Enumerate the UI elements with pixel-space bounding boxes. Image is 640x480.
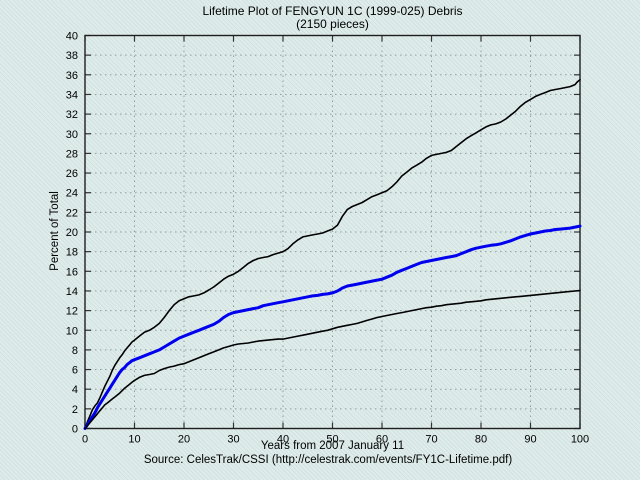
y-tick-label: 28 <box>66 148 78 160</box>
x-tick-label: 0 <box>82 434 88 446</box>
x-tick-label: 90 <box>524 434 536 446</box>
series-upper-black-curve <box>84 78 581 430</box>
y-tick-label: 26 <box>66 168 78 180</box>
x-tick-label: 30 <box>227 434 239 446</box>
x-tick-label: 100 <box>571 434 589 446</box>
chart-title-line1: Lifetime Plot of FENGYUN 1C (1999-025) D… <box>202 4 463 18</box>
x-tick-label: 40 <box>277 434 289 446</box>
y-tick-label: 22 <box>66 207 78 219</box>
y-tick-label: 14 <box>66 286 78 298</box>
axes-frame <box>84 34 581 430</box>
source-caption: Source: CelesTrak/CSSI (http://celestrak… <box>143 454 513 466</box>
y-tick-label: 36 <box>66 70 78 82</box>
y-tick-label: 10 <box>66 325 78 337</box>
y-tick-label: 6 <box>72 365 78 377</box>
x-tick-label: 60 <box>376 434 388 446</box>
y-tick-label: 38 <box>66 50 78 62</box>
x-tick-label: 10 <box>128 434 140 446</box>
x-tick-label: 50 <box>326 434 338 446</box>
y-tick-label: 2 <box>72 404 78 416</box>
y-tick-label: 12 <box>66 306 78 318</box>
y-tick-label: 40 <box>66 31 78 43</box>
y-tick-label: 34 <box>66 89 78 101</box>
x-axis-label: Years from 2007 January 11 <box>260 440 405 452</box>
y-tick-label: 24 <box>66 188 78 200</box>
x-tick-label: 70 <box>425 434 437 446</box>
x-tick-label: 20 <box>178 434 190 446</box>
y-tick-label: 0 <box>72 424 78 436</box>
y-tick-label: 8 <box>72 345 78 357</box>
y-tick-label: 30 <box>66 129 78 141</box>
x-tick-label: 80 <box>475 434 487 446</box>
y-tick-label: 18 <box>66 247 78 259</box>
chart-title: Lifetime Plot of FENGYUN 1C (1999-025) D… <box>85 5 580 31</box>
series-median-blue-curve <box>83 224 582 430</box>
y-tick-label: 20 <box>66 227 78 239</box>
series-lower-black-curve <box>84 289 581 430</box>
y-tick-label: 4 <box>72 384 78 396</box>
chart-title-line2: (2150 pieces) <box>296 17 369 31</box>
y-tick-label: 16 <box>66 266 78 278</box>
y-tick-label: 32 <box>66 109 78 121</box>
